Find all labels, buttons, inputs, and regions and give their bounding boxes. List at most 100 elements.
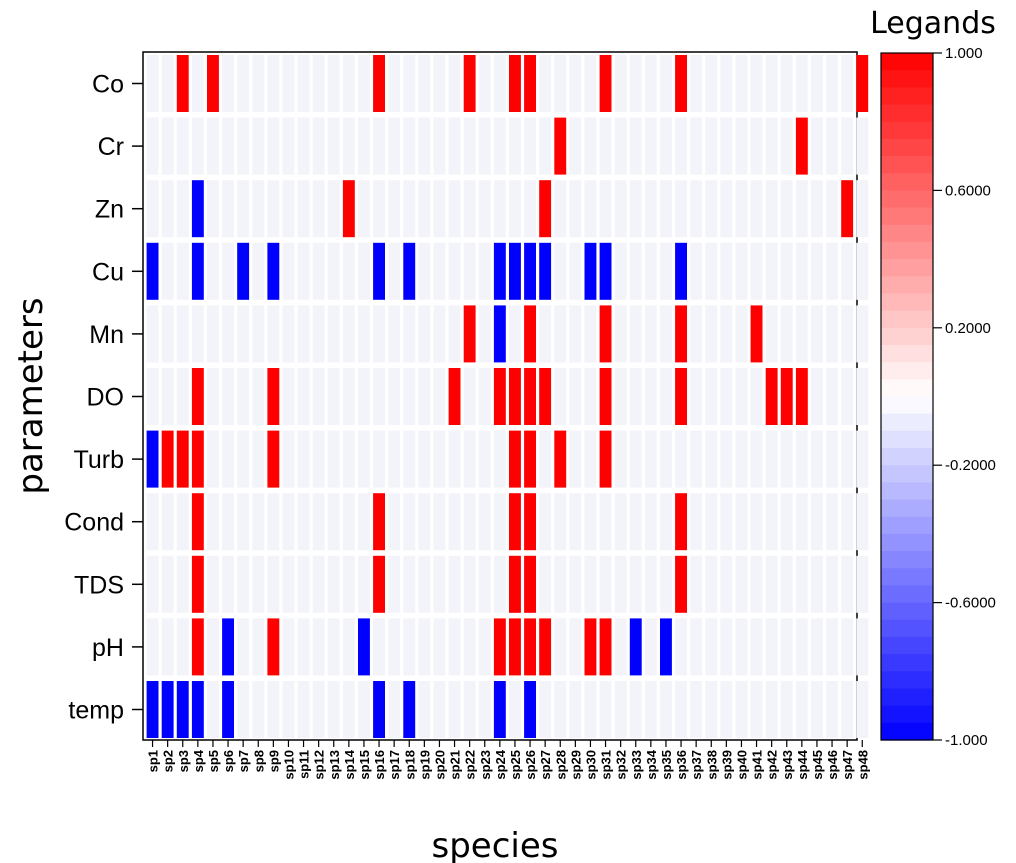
heatmap-cell xyxy=(614,681,627,738)
x-tick-label: sp7 xyxy=(236,750,251,772)
heatmap-cell xyxy=(418,368,431,425)
heatmap-cell xyxy=(629,618,642,676)
heatmap-cell xyxy=(856,117,869,175)
heatmap-cell xyxy=(554,305,567,363)
heatmap-cell xyxy=(222,368,234,425)
x-tick-label: sp23 xyxy=(478,750,493,780)
heatmap-cells xyxy=(146,55,869,738)
heatmap-cell xyxy=(342,618,355,676)
heatmap-cell xyxy=(720,368,733,425)
heatmap-cell xyxy=(161,618,174,676)
heatmap-cell xyxy=(327,305,340,363)
heatmap-cell xyxy=(207,368,219,425)
heatmap-cell xyxy=(856,618,869,676)
heatmap-cell xyxy=(342,55,355,112)
heatmap-cell xyxy=(493,180,506,238)
heatmap-cell xyxy=(584,555,597,613)
heatmap-cell xyxy=(690,493,703,551)
heatmap-cell xyxy=(191,117,204,175)
colorbar-segment xyxy=(881,396,933,415)
x-tick-label: sp32 xyxy=(614,750,629,780)
heatmap-cell xyxy=(795,180,808,238)
heatmap-cell xyxy=(524,555,536,613)
colorbar-segment xyxy=(881,722,933,741)
heatmap-cell xyxy=(765,242,778,300)
heatmap-cell xyxy=(478,305,491,363)
heatmap-cell xyxy=(448,555,461,613)
x-tick-label: sp18 xyxy=(402,750,417,780)
heatmap-cell xyxy=(433,430,446,488)
heatmap-cell xyxy=(750,180,763,238)
x-tick-label: sp44 xyxy=(795,749,810,779)
heatmap-cell xyxy=(644,555,657,613)
heatmap-cell xyxy=(780,618,793,676)
colorbar-segment xyxy=(881,259,933,277)
heatmap-cell xyxy=(660,430,672,488)
x-axis-title: species xyxy=(432,826,559,863)
heatmap-cell xyxy=(750,55,763,112)
heatmap-cell xyxy=(690,180,703,238)
heatmap-cell xyxy=(765,55,778,112)
heatmap-cell xyxy=(509,493,521,551)
colorbar-segment xyxy=(881,241,933,260)
colorbar-segment xyxy=(881,671,933,690)
heatmap-cell xyxy=(373,555,385,613)
heatmap-cell xyxy=(252,242,265,300)
heatmap-cell xyxy=(312,305,325,363)
heatmap-cell xyxy=(780,493,793,551)
heatmap-cell xyxy=(478,618,491,676)
heatmap-cell xyxy=(509,305,521,363)
heatmap-cell xyxy=(690,681,703,738)
heatmap-cell xyxy=(312,368,325,425)
heatmap-cell xyxy=(191,180,204,238)
heatmap-cell xyxy=(856,555,869,613)
heatmap-cell xyxy=(493,55,506,112)
x-tick-label: sp11 xyxy=(297,750,312,779)
heatmap-cell xyxy=(327,493,340,551)
heatmap-cell xyxy=(463,493,476,551)
heatmap-cell xyxy=(342,180,355,238)
colorbar-segment xyxy=(881,413,933,432)
heatmap-cell xyxy=(403,430,416,488)
heatmap-cell xyxy=(418,618,431,676)
heatmap-cell xyxy=(267,368,280,425)
y-tick-label: pH xyxy=(92,634,124,662)
heatmap-cell xyxy=(599,493,612,551)
heatmap-cell xyxy=(795,681,808,738)
heatmap-cell xyxy=(811,681,823,738)
heatmap-cell xyxy=(599,618,612,676)
heatmap-cell xyxy=(524,493,536,551)
x-tick-label: sp6 xyxy=(221,750,236,772)
heatmap-cell xyxy=(524,55,536,112)
heatmap-cell xyxy=(629,681,642,738)
heatmap-cell xyxy=(146,242,159,300)
heatmap-cell xyxy=(705,117,718,175)
heatmap-cell xyxy=(539,555,552,613)
heatmap-cell xyxy=(780,242,793,300)
heatmap-cell xyxy=(418,493,431,551)
heatmap-cell xyxy=(690,368,703,425)
heatmap-cell xyxy=(237,55,250,112)
heatmap-cell xyxy=(524,180,536,238)
heatmap-cell xyxy=(433,180,446,238)
heatmap-cell xyxy=(433,55,446,112)
heatmap-cell xyxy=(644,305,657,363)
heatmap-cell xyxy=(720,493,733,551)
heatmap-cell xyxy=(297,430,310,488)
heatmap-cell xyxy=(342,242,355,300)
heatmap-cell xyxy=(176,618,189,676)
heatmap-cell xyxy=(629,493,642,551)
heatmap-cell xyxy=(735,430,748,488)
heatmap-cell xyxy=(418,180,431,238)
heatmap-cell xyxy=(342,681,355,738)
heatmap-cell xyxy=(312,242,325,300)
heatmap-cell xyxy=(161,681,174,738)
heatmap-cell xyxy=(222,180,234,238)
heatmap-cell xyxy=(207,55,219,112)
heatmap-cell xyxy=(509,180,521,238)
heatmap-cell xyxy=(705,180,718,238)
heatmap-cell xyxy=(493,305,506,363)
heatmap-cell xyxy=(584,180,597,238)
heatmap-cell xyxy=(146,681,159,738)
heatmap-cell xyxy=(403,681,416,738)
